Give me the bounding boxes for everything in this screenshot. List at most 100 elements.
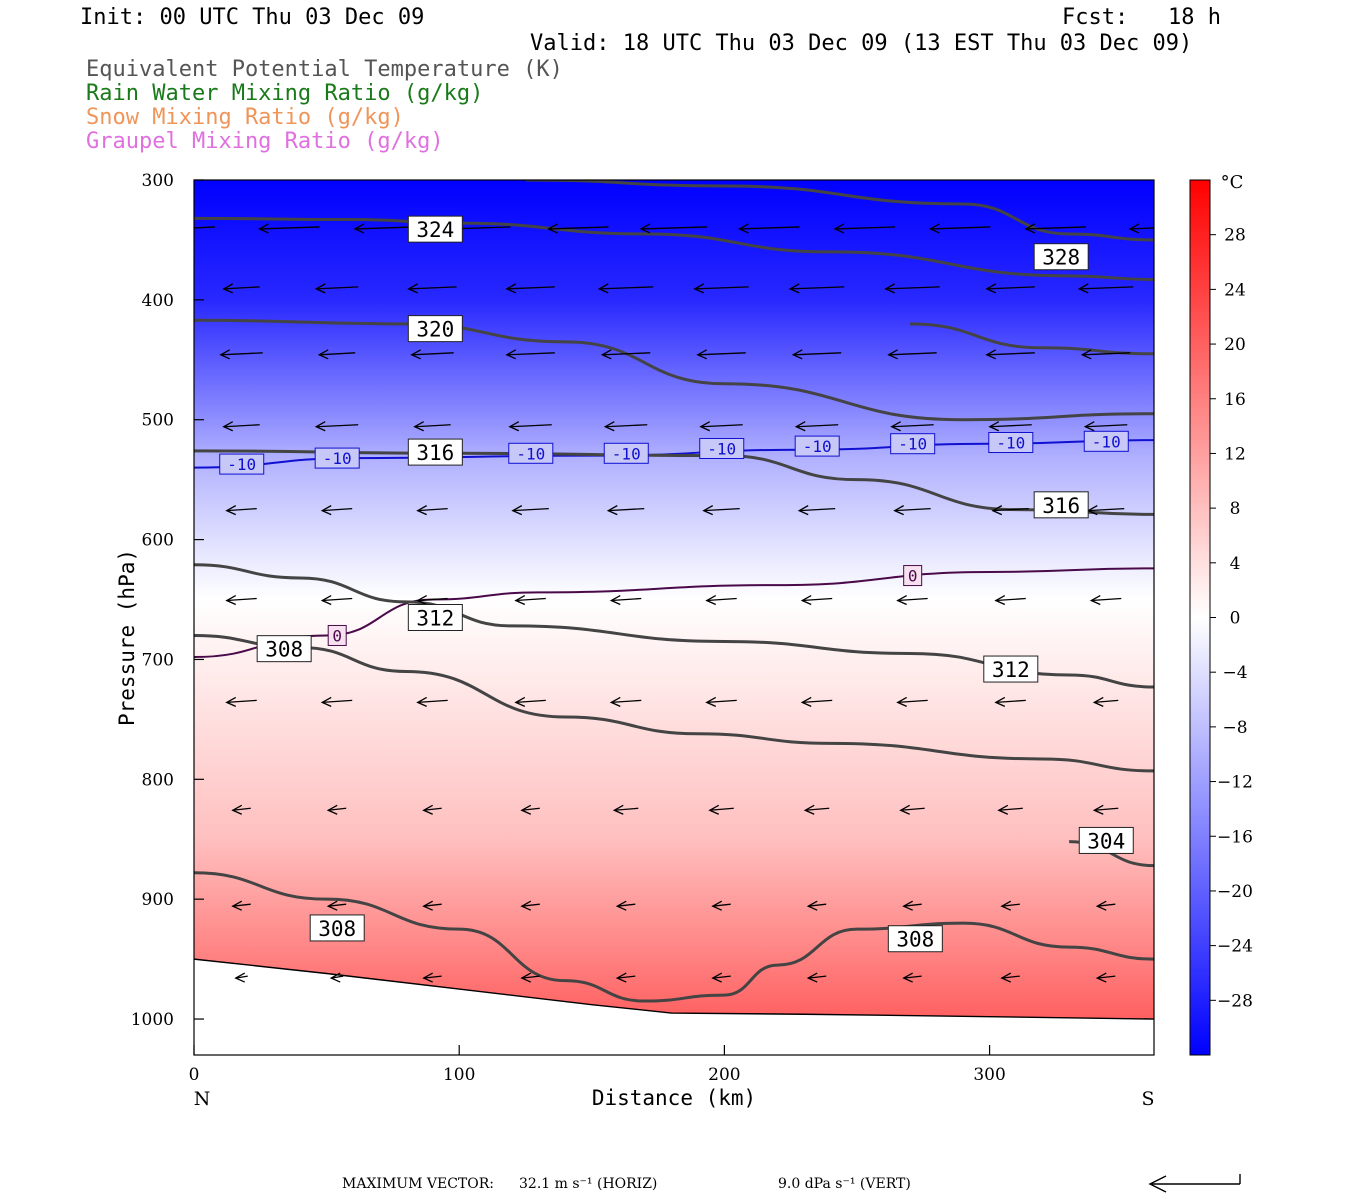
wind-vector [997, 804, 1023, 815]
y-axis-label: Pressure (hPa) [115, 549, 139, 726]
contour-label: 316 [407, 438, 463, 466]
wind-vector [890, 421, 934, 432]
isotherm-label-text: -10 [323, 449, 352, 468]
wind-vector [222, 421, 260, 432]
wind-vector [708, 804, 734, 815]
wind-vector [806, 900, 827, 911]
isotherm-label-text: -10 [996, 434, 1025, 453]
wind-vector [705, 594, 737, 606]
colorbar-tick-label: 4 [1230, 554, 1241, 574]
isotherm-label: -10 [699, 437, 745, 459]
wind-vector [603, 421, 648, 432]
wind-vector [1083, 421, 1128, 432]
y-tick-label: 700 [142, 650, 174, 670]
y-tick-label: 600 [142, 531, 174, 551]
wind-vector [225, 696, 257, 707]
wind-vector [803, 804, 830, 815]
wind-vector [407, 283, 457, 294]
wind-vector [887, 349, 937, 360]
x-tick-label: 0 [189, 1065, 200, 1085]
wind-vector [422, 900, 442, 911]
wind-vector [520, 804, 540, 815]
wind-vector [1128, 223, 1154, 234]
colorbar-tick-label: 28 [1224, 226, 1246, 246]
isotherm-label-text: -10 [516, 444, 545, 463]
field-label-snow: Snow Mixing Ratio (g/kg) [86, 105, 404, 130]
terrain-mask [194, 959, 1154, 1055]
wind-vector [225, 505, 257, 516]
theta-e-contour [194, 216, 1154, 281]
wind-vector [988, 421, 1032, 432]
wind-vector [1095, 972, 1116, 983]
field-label-theta-e: Equivalent Potential Temperature (K) [86, 57, 563, 82]
contour-label-text: 312 [992, 658, 1030, 682]
colorbar-tick-label: −20 [1217, 882, 1253, 902]
y-tick-label: 400 [142, 291, 174, 311]
isotherm-label: -10 [988, 432, 1034, 453]
reference-vector-icon [1148, 1174, 1241, 1193]
wind-vector [222, 283, 260, 294]
wind-vector [258, 223, 320, 234]
wind-vector [615, 972, 636, 983]
north-endpoint-label: N [194, 1088, 211, 1110]
wind-vector [314, 283, 359, 294]
wind-vector [1092, 696, 1119, 707]
contour-label-text: 308 [265, 638, 303, 662]
colorbar-tick-label: 24 [1224, 280, 1246, 300]
wind-vector [699, 421, 743, 432]
wind-vector [893, 505, 931, 516]
contour-label-text: 308 [896, 928, 934, 952]
field-label-graupel: Graupel Mixing Ratio (g/kg) [86, 129, 444, 154]
wind-vector [797, 505, 836, 516]
wind-vector [422, 804, 442, 815]
wind-vector [520, 900, 540, 911]
wind-vector [1077, 283, 1134, 294]
isotherm-label-text: -10 [612, 444, 641, 463]
wind-vector [597, 283, 654, 294]
wind-vector [609, 696, 642, 707]
wind-vector [1000, 972, 1020, 983]
wind-vector [520, 972, 540, 983]
colorbar-tick-label: 8 [1230, 499, 1241, 519]
wind-vector [800, 594, 833, 606]
theta-e-contour [194, 318, 1154, 422]
wind-vector [985, 283, 1035, 294]
wind-vector [794, 421, 839, 432]
colorbar-tick-label: 20 [1224, 335, 1246, 355]
contour-label: 328 [1033, 243, 1089, 271]
wind-vector [639, 223, 708, 234]
wind-vector [994, 696, 1026, 707]
wind-vector [514, 696, 546, 707]
wind-vector [1000, 900, 1020, 911]
field-label-rain: Rain Water Mixing Ratio (g/kg) [86, 81, 484, 106]
wind-vector [413, 421, 451, 432]
x-tick-label: 200 [708, 1065, 740, 1085]
wind-vector [696, 349, 746, 360]
colorbar-tick-label: −12 [1217, 773, 1253, 793]
contour-label: 308 [887, 925, 943, 953]
wind-vector [416, 594, 448, 606]
wind-vector [547, 223, 609, 234]
colorbar-tick-label: −24 [1217, 937, 1253, 957]
wind-vector [511, 505, 549, 516]
wind-vector [320, 505, 353, 516]
contour-label: 324 [407, 215, 463, 243]
wind-vector [788, 283, 845, 294]
contour-label: 304 [1078, 826, 1134, 854]
isotherm-label-text: 0 [908, 567, 918, 586]
colorbar-tick-label: 16 [1224, 390, 1246, 410]
wind-vector [1092, 804, 1119, 815]
cross-section-chart: -10-10-10-10-10-10-10-10-10-100032432832… [115, 171, 1253, 1110]
contour-label: 320 [407, 315, 463, 343]
wind-vector [320, 696, 353, 707]
wind-vector [225, 594, 257, 606]
isotherm-label: -10 [314, 447, 360, 469]
contour-label: 316 [1033, 491, 1089, 519]
terrain-line [194, 958, 1154, 1020]
wind-vector [612, 804, 639, 815]
colorbar-tick-label: −4 [1222, 663, 1247, 683]
wind-vector [326, 804, 347, 815]
wind-vector [600, 349, 651, 360]
colorbar [1189, 179, 1211, 1056]
wind-vector [711, 900, 731, 911]
